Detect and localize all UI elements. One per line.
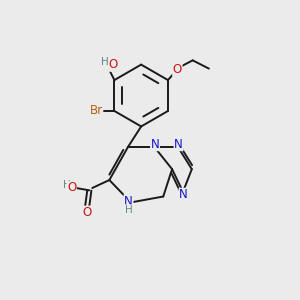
Text: Br: Br xyxy=(90,104,103,118)
Text: O: O xyxy=(82,206,91,219)
Text: N: N xyxy=(174,138,183,151)
Text: N: N xyxy=(124,195,133,208)
Text: H: H xyxy=(63,180,71,190)
Text: H: H xyxy=(124,205,132,215)
Text: H: H xyxy=(100,57,108,68)
Text: N: N xyxy=(151,138,159,151)
Text: O: O xyxy=(67,182,76,194)
Text: N: N xyxy=(179,188,188,201)
Text: O: O xyxy=(173,63,182,76)
Text: O: O xyxy=(109,58,118,71)
